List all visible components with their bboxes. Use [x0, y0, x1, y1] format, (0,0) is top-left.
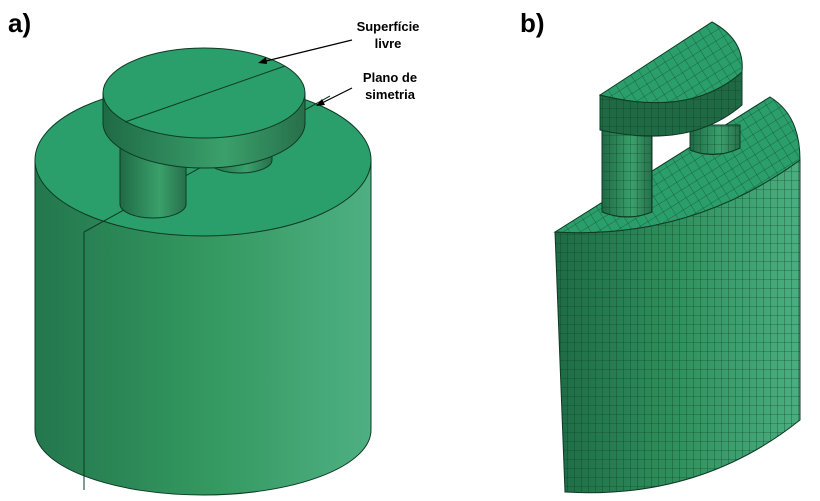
mesh-post-grid [602, 130, 652, 217]
annotation: simetria [365, 87, 416, 102]
panel-a: a) Superfície livre Plano de simetria [8, 8, 419, 495]
annotation: livre [375, 36, 402, 51]
arrow [262, 40, 352, 62]
panel-label: b) [520, 8, 545, 38]
figure: a) Superfície livre Plano de simetria b) [0, 0, 820, 501]
panel-b: b) [520, 8, 800, 493]
annotation: Plano de [363, 70, 417, 85]
panel-label: a) [8, 8, 31, 38]
annotation: Superfície [357, 19, 420, 34]
disc-top [103, 48, 305, 138]
arrow [320, 88, 352, 104]
